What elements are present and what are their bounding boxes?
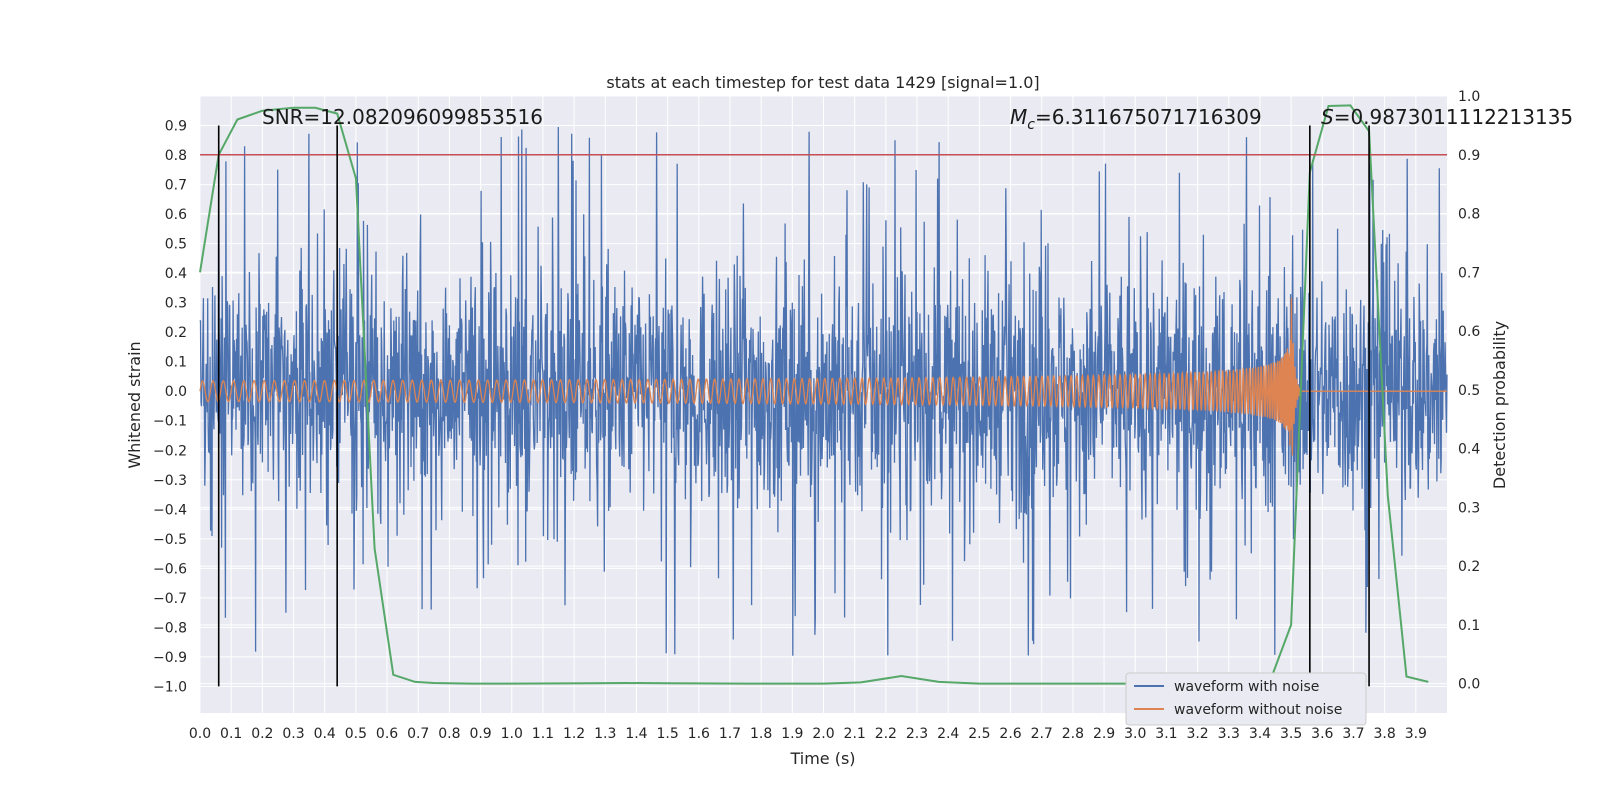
y-tick-label: −1.0 xyxy=(153,679,187,695)
x-tick-label: 2.9 xyxy=(1093,726,1115,742)
y-tick-label: −0.5 xyxy=(153,532,187,548)
chirp-mass-value: =6.311675071716309 xyxy=(1035,105,1262,129)
legend: waveform with noise waveform without noi… xyxy=(1125,672,1367,726)
x-tick-label: 1.8 xyxy=(750,726,772,742)
y-tick-labels: 0.9 0.8 0.7 0.6 0.5 0.4 0.3 0.2 0.1 0.0 −0.1 −0.2 −0… xyxy=(153,119,187,696)
x-tick-label: 0.6 xyxy=(376,726,398,742)
x-tick-label: 2.0 xyxy=(812,726,834,742)
x-tick-label: 2.3 xyxy=(906,726,928,742)
y-tick-label: 0.5 xyxy=(165,237,187,253)
x-tick-label: 1.9 xyxy=(781,726,803,742)
x-tick-label: 0.9 xyxy=(469,726,491,742)
y2-tick-label: 1.0 xyxy=(1458,89,1480,105)
x-tick-label: 1.3 xyxy=(594,726,616,742)
x-tick-label: 2.8 xyxy=(1062,726,1084,742)
x-tick-label: 0.0 xyxy=(189,726,211,742)
y-tick-label: 0.4 xyxy=(165,266,187,282)
y-axis-label: Whitened strain xyxy=(125,341,144,468)
y2-tick-label: 0.7 xyxy=(1458,265,1480,281)
x-tick-label: 0.8 xyxy=(438,726,460,742)
x-tick-label: 3.2 xyxy=(1186,726,1208,742)
x-tick-label: 3.3 xyxy=(1218,726,1240,742)
snr-annotation: SNR=12.082096099853516 xyxy=(262,105,543,129)
x-tick-label: 1.5 xyxy=(656,726,678,742)
x-tick-label: 0.7 xyxy=(407,726,429,742)
x-tick-label: 3.7 xyxy=(1342,726,1364,742)
x-tick-label: 3.9 xyxy=(1405,726,1427,742)
x-tick-label: 1.1 xyxy=(532,726,554,742)
x-tick-label: 2.2 xyxy=(875,726,897,742)
legend-label-chirp: waveform without noise xyxy=(1174,702,1342,718)
y-tick-label: 0.0 xyxy=(165,384,187,400)
x-tick-label: 1.2 xyxy=(563,726,585,742)
y-tick-label: −0.9 xyxy=(153,650,187,666)
x-tick-label: 3.8 xyxy=(1374,726,1396,742)
x-tick-label: 0.3 xyxy=(282,726,304,742)
y2-axis-label: Detection probability xyxy=(1490,321,1509,489)
chart-title: stats at each timestep for test data 142… xyxy=(606,73,1039,92)
score-annotation: S=0.9873011112213135 xyxy=(1321,105,1573,129)
x-tick-label: 3.0 xyxy=(1124,726,1146,742)
y-tick-label: −0.6 xyxy=(153,561,187,577)
chirp-mass-symbol: M xyxy=(1010,105,1027,129)
y-tick-label: −0.4 xyxy=(153,502,187,518)
chirp-mass-annotation: Mc=6.311675071716309 xyxy=(1010,105,1262,133)
y-tick-label: −0.7 xyxy=(153,591,187,607)
x-tick-label: 3.5 xyxy=(1280,726,1302,742)
y-tick-label: −0.3 xyxy=(153,473,187,489)
y2-tick-labels: 1.0 0.9 0.8 0.7 0.6 0.5 0.4 0.3 0.2 0.1 0.0 xyxy=(1458,89,1480,693)
y-tick-label: 0.6 xyxy=(165,207,187,223)
chirp-mass-subscript: c xyxy=(1027,117,1035,133)
x-tick-label: 1.7 xyxy=(719,726,741,742)
score-symbol: S xyxy=(1321,105,1334,129)
y2-tick-label: 0.3 xyxy=(1458,500,1480,516)
y-tick-label: 0.9 xyxy=(165,119,187,135)
y2-tick-label: 0.1 xyxy=(1458,618,1480,634)
x-tick-label: 1.0 xyxy=(501,726,523,742)
y2-tick-label: 0.2 xyxy=(1458,559,1480,575)
legend-box xyxy=(1125,672,1367,726)
x-tick-label: 0.2 xyxy=(251,726,273,742)
x-tick-label: 2.5 xyxy=(968,726,990,742)
y-tick-label: −0.1 xyxy=(153,414,187,430)
x-tick-label: 2.6 xyxy=(999,726,1021,742)
y2-tick-label: 0.5 xyxy=(1458,383,1480,399)
x-tick-label: 2.4 xyxy=(937,726,959,742)
x-tick-label: 2.1 xyxy=(844,726,866,742)
y-tick-label: 0.2 xyxy=(165,325,187,341)
x-tick-label: 1.6 xyxy=(688,726,710,742)
x-tick-label: 1.4 xyxy=(625,726,647,742)
legend-label-noise: waveform with noise xyxy=(1174,679,1319,695)
x-tick-label: 0.1 xyxy=(220,726,242,742)
score-value: =0.9873011112213135 xyxy=(1334,105,1573,129)
y-tick-label: 0.7 xyxy=(165,178,187,194)
x-tick-label: 0.4 xyxy=(314,726,336,742)
y2-tick-label: 0.6 xyxy=(1458,324,1480,340)
probability-series-line xyxy=(199,104,1429,685)
x-tick-label: 0.5 xyxy=(345,726,367,742)
y-tick-label: −0.8 xyxy=(153,620,187,636)
x-tick-label: 3.6 xyxy=(1311,726,1333,742)
x-tick-label: 3.4 xyxy=(1249,726,1271,742)
probability-series-layer xyxy=(199,104,1429,685)
x-tick-labels: 0.0 0.1 0.2 0.3 0.4 0.5 0.6 0.7 0.8 0.9 1.0 1.1 1.2 1… xyxy=(189,726,1427,742)
y-tick-label: 0.8 xyxy=(165,148,187,164)
y-tick-label: 0.3 xyxy=(165,296,187,312)
y2-tick-label: 0.9 xyxy=(1458,148,1480,164)
y2-tick-label: 0.0 xyxy=(1458,677,1480,693)
y2-tick-label: 0.4 xyxy=(1458,442,1480,458)
x-tick-label: 3.1 xyxy=(1155,726,1177,742)
x-tick-label: 2.7 xyxy=(1031,726,1053,742)
y-tick-label: −0.2 xyxy=(153,443,187,459)
chirp-series-layer xyxy=(199,297,1447,456)
chirp-series-line xyxy=(199,297,1447,456)
vertical-marker-layer xyxy=(217,125,1370,687)
x-axis-label: Time (s) xyxy=(789,749,855,768)
y-tick-label: 0.1 xyxy=(165,355,187,371)
y2-tick-label: 0.8 xyxy=(1458,207,1480,223)
